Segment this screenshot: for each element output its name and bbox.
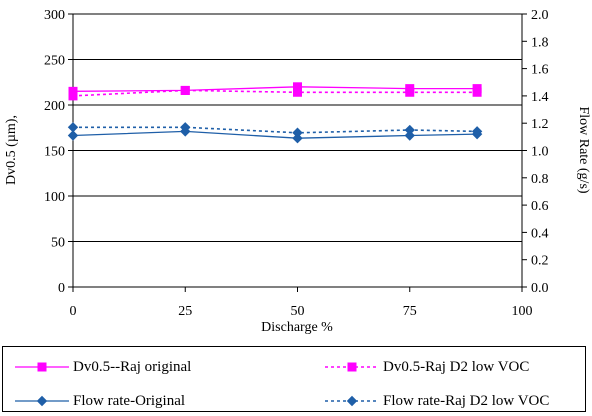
series-1-point-1 xyxy=(180,85,190,95)
y-tick-label-6: 300 xyxy=(44,8,65,23)
series-1 xyxy=(68,85,482,101)
series-group xyxy=(67,82,483,144)
series-line-2 xyxy=(72,130,478,139)
series-2-point-0 xyxy=(67,130,79,141)
y2-tick-label-4: 0.8 xyxy=(531,172,549,187)
series-1-point-2 xyxy=(293,87,302,97)
legend-swatch-series-2 xyxy=(15,395,69,407)
series-0 xyxy=(68,82,482,96)
y2-tick-label-9: 1.8 xyxy=(531,35,549,50)
series-3-point-0 xyxy=(67,122,79,133)
legend-label-series-1: Dv0.5-Raj D2 low VOC xyxy=(383,358,530,375)
legend-label-series-3: Flow rate-Raj D2 low VOC xyxy=(383,392,550,409)
legend-item-series-1: Dv0.5-Raj D2 low VOC xyxy=(323,357,529,377)
y2-tick-label-3: 0.6 xyxy=(531,199,549,214)
legend-marker-1 xyxy=(347,362,357,372)
tick-labels: 0501001502002503000.00.20.40.60.81.01.21… xyxy=(44,8,549,319)
legend-swatch-series-0 xyxy=(15,362,69,372)
series-line-0 xyxy=(72,86,478,92)
series-2-point-3 xyxy=(404,130,415,141)
series-3 xyxy=(67,122,483,138)
series-3-point-1 xyxy=(180,122,191,133)
series-line-3 xyxy=(73,126,478,134)
legend-label-series-0: Dv0.5--Raj original xyxy=(73,358,192,375)
legend-marker-0 xyxy=(37,362,47,372)
y2-tick-label-10: 2.0 xyxy=(531,8,549,23)
series-3-point-4 xyxy=(471,126,483,137)
x-tick-label-0: 0 xyxy=(70,304,77,319)
legend-item-series-3: Flow rate-Raj D2 low VOC xyxy=(323,391,549,411)
y2-tick-label-8: 1.6 xyxy=(531,63,549,78)
y-tick-label-1: 50 xyxy=(51,236,65,251)
y-tick-label-3: 150 xyxy=(44,145,65,160)
legend-swatch-series-3 xyxy=(325,395,379,407)
series-1-point-3 xyxy=(405,87,415,97)
series-2 xyxy=(67,126,483,144)
gridlines xyxy=(73,59,522,242)
x-tick-label-1: 25 xyxy=(178,304,192,319)
legend-label-series-2: Flow rate-Original xyxy=(73,392,186,409)
y-tick-label-5: 250 xyxy=(44,54,65,69)
y2-tick-label-7: 1.4 xyxy=(531,90,549,105)
chart-canvas: 0501001502002503000.00.20.40.60.81.01.21… xyxy=(4,8,591,335)
x-tick-label-4: 100 xyxy=(512,304,533,319)
series-1-point-0 xyxy=(68,91,78,101)
x-axis-label: Discharge % xyxy=(261,320,333,335)
y2-tick-label-5: 1.0 xyxy=(531,145,549,160)
y2-tick-label-2: 0.4 xyxy=(531,226,549,241)
y-axis-label-right: Flow Rate (g/s) xyxy=(576,106,591,193)
y-tick-label-2: 100 xyxy=(44,190,65,205)
legend-marker-2 xyxy=(36,395,48,407)
series-2-point-2 xyxy=(292,133,303,144)
legend-item-series-0: Dv0.5--Raj original xyxy=(13,357,191,377)
legend-item-series-2: Flow rate-Original xyxy=(13,391,185,411)
legend-marker-3 xyxy=(346,395,358,407)
legend-swatch-series-1 xyxy=(325,362,379,372)
series-1-point-4 xyxy=(472,87,482,97)
y-tick-label-0: 0 xyxy=(58,281,65,296)
x-tick-label-3: 75 xyxy=(403,304,417,319)
series-3-point-2 xyxy=(292,127,303,138)
legend: Dv0.5--Raj original Dv0.5-Raj D2 low VOC… xyxy=(2,346,586,412)
y-tick-label-4: 200 xyxy=(44,99,65,114)
axes xyxy=(68,13,527,292)
y-axis-label-left: Dv0.5 (µm), xyxy=(4,115,19,185)
y2-tick-label-6: 1.2 xyxy=(531,117,549,132)
series-3-point-3 xyxy=(404,124,415,136)
y2-tick-label-0: 0.0 xyxy=(531,281,549,296)
x-tick-label-2: 50 xyxy=(291,304,305,319)
y2-tick-label-1: 0.2 xyxy=(531,254,549,269)
